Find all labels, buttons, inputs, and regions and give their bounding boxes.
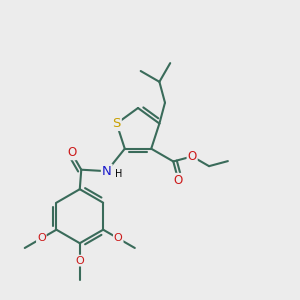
Text: N: N [102,165,112,178]
Text: H: H [115,169,122,178]
Text: O: O [188,150,197,163]
Text: O: O [75,256,84,266]
Text: O: O [174,174,183,187]
Text: O: O [37,233,46,243]
Text: S: S [112,117,121,130]
Text: O: O [114,233,123,243]
Text: O: O [67,146,76,159]
